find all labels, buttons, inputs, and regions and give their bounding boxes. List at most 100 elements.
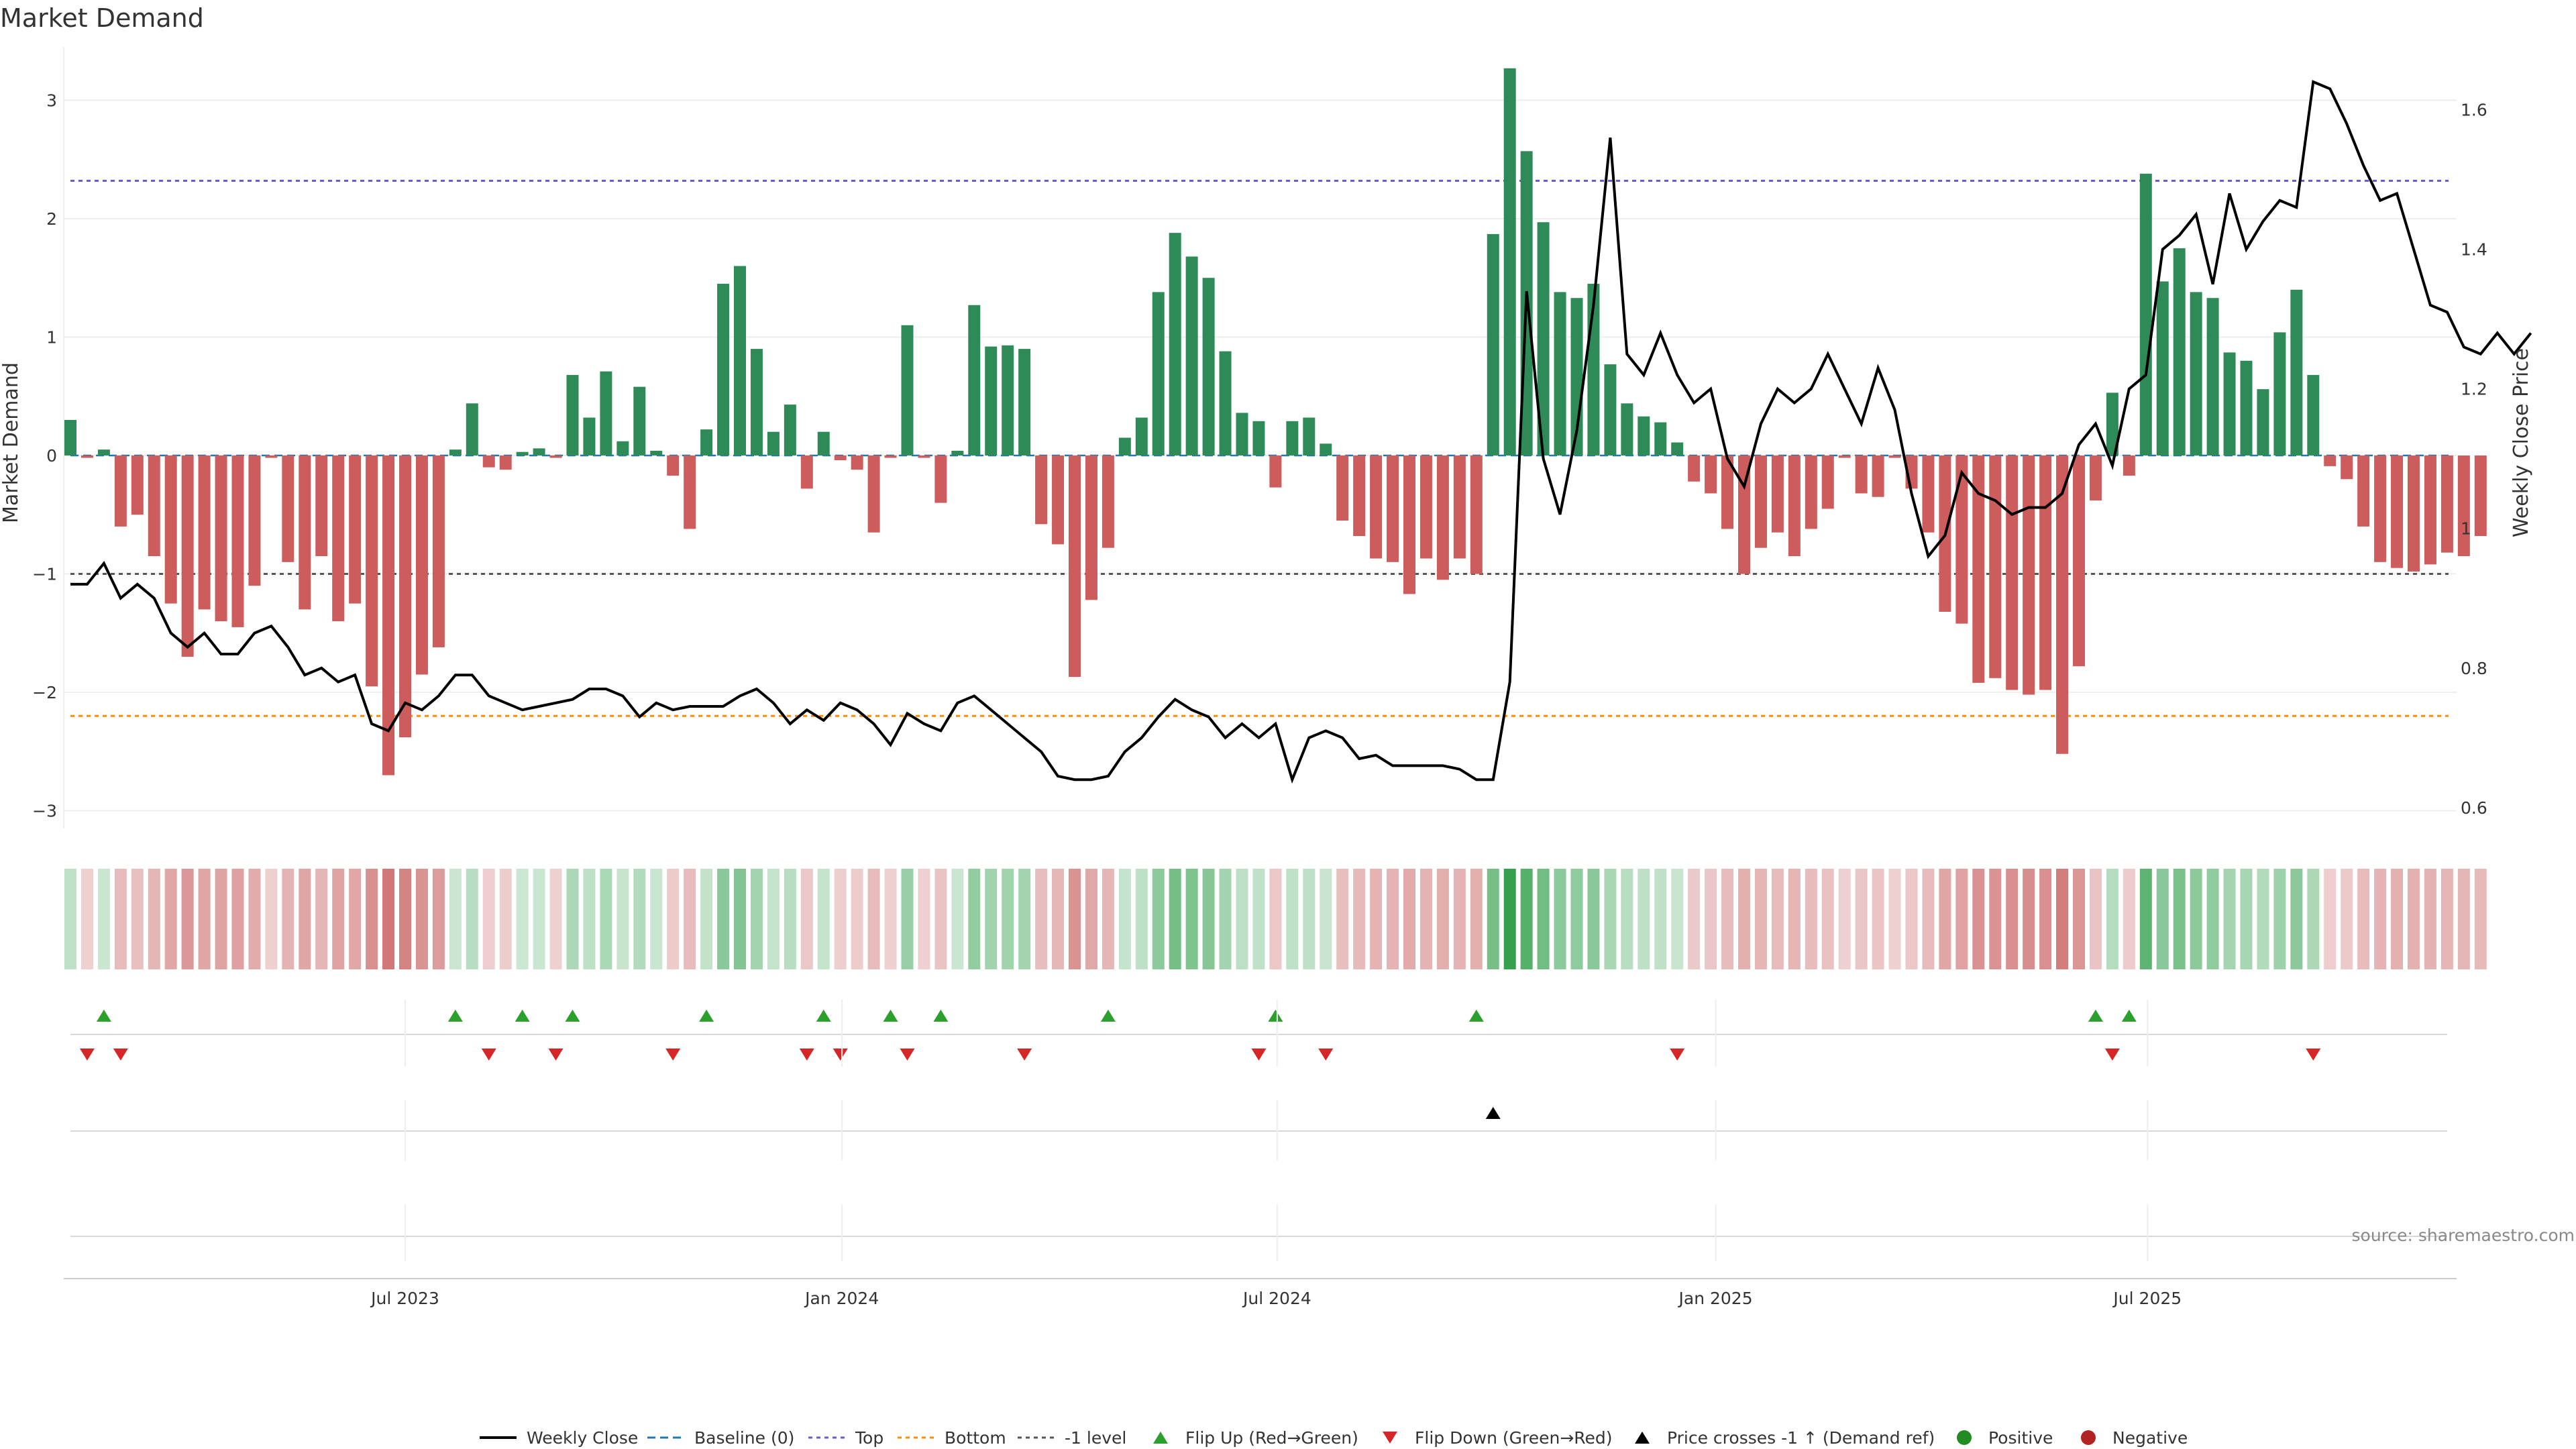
legend-label: Top (855, 1428, 883, 1448)
y2-tick-label: 1.6 (2461, 101, 2487, 120)
heat-cell (2039, 869, 2052, 969)
positive-bar (1152, 292, 1165, 455)
heat-cell (2440, 869, 2453, 969)
negative-bar (2391, 455, 2404, 568)
legend-swatch (1153, 1432, 1168, 1444)
negative-bar (2006, 455, 2019, 690)
heat-cell (600, 869, 612, 969)
negative-bar (2474, 455, 2487, 537)
y-tick-label: 3 (46, 91, 57, 110)
legend: Weekly Close Baseline (0) Top Bottom -1 leve… (480, 1428, 2188, 1448)
negative-bar (1370, 455, 1383, 559)
positive-bar (583, 417, 596, 455)
heat-cell (1202, 869, 1215, 969)
heat-cell (1002, 869, 1014, 969)
positive-bar (2273, 332, 2286, 455)
negative-bar (366, 455, 378, 687)
heat-cell (2257, 869, 2269, 969)
negative-bar (1269, 455, 1282, 488)
y2-axis-label: Weekly Close Price (2510, 348, 2533, 537)
positive-bar (767, 431, 780, 455)
flip-up-marker (816, 1010, 831, 1022)
heat-cell (1035, 869, 1048, 969)
negative-bar (2424, 455, 2436, 565)
heat-cell (918, 869, 930, 969)
heat-cell (750, 869, 763, 969)
x-axis-ticks: Jul 2023 Jan 2024 Jul 2024 Jan 2025 Jul 2025 (370, 1289, 2182, 1308)
heat-cell (2106, 869, 2118, 969)
demand-heat-strip (64, 869, 2487, 969)
negative-bar (1035, 455, 1048, 525)
heat-cell (1520, 869, 1533, 969)
positive-bar (1236, 413, 1248, 455)
heat-cell (1905, 869, 1918, 969)
positive-bar (717, 284, 730, 455)
heat-cell (2374, 869, 2387, 969)
negative-bar (1805, 455, 1817, 529)
heat-cell (2006, 869, 2019, 969)
heat-cell (2056, 869, 2069, 969)
heat-cell (1654, 869, 1667, 969)
heat-cell (533, 869, 545, 969)
flip-down-marker (113, 1049, 128, 1061)
heat-cell (466, 869, 478, 969)
positive-bar (2257, 389, 2269, 455)
heat-cell (449, 869, 462, 969)
heat-cell (131, 869, 144, 969)
negative-bar (2440, 455, 2453, 553)
negative-bar (1453, 455, 1466, 559)
negative-bar (684, 455, 696, 529)
y-axis-ticks: 3 2 1 0 −1 −2 −3 (32, 91, 57, 820)
negative-bar (114, 455, 127, 527)
flip-up-marker (515, 1010, 530, 1022)
negative-bar (934, 455, 947, 503)
heat-cell (1286, 869, 1299, 969)
positive-bar (97, 449, 110, 455)
negative-bar (131, 455, 144, 515)
heat-cell (1738, 869, 1750, 969)
legend-swatch (2081, 1430, 2096, 1445)
heat-cell (1353, 869, 1366, 969)
heat-cell (2307, 869, 2320, 969)
x-tick-label: Jul 2025 (2112, 1289, 2182, 1308)
negative-bar (265, 455, 278, 458)
heat-cell (1939, 869, 1951, 969)
heat-cell (1085, 869, 1097, 969)
flip-down-marker (2104, 1049, 2120, 1061)
flip-down-marker (1318, 1049, 1334, 1061)
negative-bar (1821, 455, 1834, 509)
heat-cell (1336, 869, 1349, 969)
positive-bar (633, 386, 646, 455)
heat-cell (2023, 869, 2035, 969)
flip-up-marker (2088, 1010, 2103, 1022)
negative-bar (834, 455, 847, 461)
heat-cell (1503, 869, 1516, 969)
positive-bar (1286, 421, 1299, 455)
heat-cell (1537, 869, 1550, 969)
positive-bar (700, 429, 713, 455)
legend-swatch (1957, 1430, 1972, 1445)
negative-bar (332, 455, 345, 622)
heat-cell (1771, 869, 1784, 969)
negative-bar (1838, 455, 1851, 458)
heat-cell (248, 869, 261, 969)
positive-bar (616, 441, 629, 455)
heat-cell (934, 869, 947, 969)
negative-bar (1989, 455, 2002, 678)
negative-bar (884, 455, 897, 458)
negative-bar (1052, 455, 1065, 545)
weekly-close-line (70, 80, 2532, 784)
negative-bar (181, 455, 194, 657)
positive-bar (1135, 417, 1148, 455)
flip-up-marker (565, 1010, 580, 1022)
positive-bar (750, 349, 763, 455)
y-axis-label: Market Demand (0, 362, 23, 523)
positive-bar (2290, 289, 2303, 455)
flip-up-marker (2121, 1010, 2137, 1022)
negative-bar (382, 455, 395, 775)
heat-cell (684, 869, 696, 969)
heat-cell (415, 869, 428, 969)
heat-cell (2223, 869, 2236, 969)
negative-bar (315, 455, 328, 557)
negative-bar (918, 455, 930, 458)
